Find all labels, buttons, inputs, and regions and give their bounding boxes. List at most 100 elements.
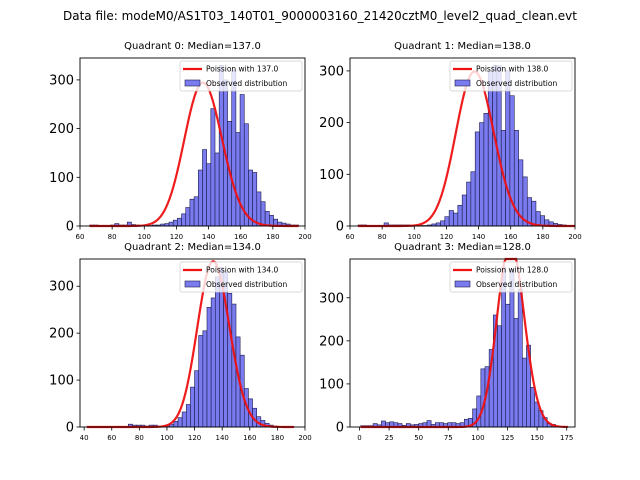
legend-box <box>179 60 303 92</box>
histogram-bar <box>197 169 203 227</box>
y-tick-label: 100 <box>49 171 74 186</box>
legend-patch-observed <box>454 280 471 288</box>
x-tick-label: 200 <box>298 233 311 241</box>
histogram-bar <box>466 181 472 227</box>
x-tick-label: 140 <box>202 233 215 241</box>
histogram-bar <box>206 163 212 227</box>
subplot-title: Quadrant 0: Median=137.0 <box>124 41 261 52</box>
histogram-bar <box>181 411 187 428</box>
histogram-bar <box>509 269 515 428</box>
histogram-bar <box>173 421 179 428</box>
histogram-bar <box>448 210 454 227</box>
subplot-title: Quadrant 1: Median=138.0 <box>394 41 531 52</box>
histogram-bar <box>453 212 459 227</box>
x-tick-label: 200 <box>298 434 311 442</box>
histogram-bar <box>260 201 266 227</box>
x-tick-label: 140 <box>472 233 485 241</box>
histogram-bar <box>476 395 482 428</box>
x-tick-label: 100 <box>408 233 421 241</box>
legend-box <box>449 60 573 92</box>
x-tick-label: 80 <box>378 233 387 241</box>
histogram-bar <box>177 217 182 227</box>
histogram-bar <box>513 318 519 428</box>
histogram-bar <box>505 70 511 227</box>
y-tick-label: 200 <box>49 122 74 137</box>
x-tick-label: 160 <box>243 434 256 442</box>
histogram-bar <box>530 387 536 428</box>
legend-label-observed: Observed distribution <box>476 79 557 88</box>
x-tick-label: 75 <box>444 434 453 442</box>
histogram-bar <box>202 149 207 227</box>
histogram-bar <box>214 276 220 428</box>
histogram-bar <box>185 404 191 428</box>
histogram-bar <box>206 307 212 428</box>
histogram-bar <box>231 69 237 227</box>
histogram-bar <box>252 172 258 227</box>
histogram-bar <box>461 194 467 227</box>
x-tick-label: 180 <box>266 233 279 241</box>
subplot-title: Quadrant 3: Median=128.0 <box>394 242 531 253</box>
histogram-bar <box>531 200 537 227</box>
histogram-bar <box>210 108 216 227</box>
histogram-bar <box>264 211 270 227</box>
axes-frame <box>79 258 306 428</box>
histogram-bar <box>168 221 174 227</box>
x-tick-label: 200 <box>568 233 581 241</box>
y-tick-label: 300 <box>49 280 74 295</box>
histogram-bar <box>505 303 511 428</box>
axes-frame <box>349 57 576 227</box>
y-tick-label: 0 <box>336 220 344 235</box>
legend-label-observed: Observed distribution <box>206 280 287 289</box>
histogram-bar <box>235 132 241 227</box>
histogram-bar <box>497 325 502 428</box>
histogram-bar <box>479 122 485 227</box>
x-tick-label: 140 <box>215 434 228 442</box>
y-tick-label: 200 <box>49 327 74 342</box>
legend-box <box>449 261 573 293</box>
x-tick-label: 100 <box>471 434 484 442</box>
y-tick-label: 200 <box>319 334 344 349</box>
histogram-bar <box>185 207 191 227</box>
histogram-bar <box>193 196 199 227</box>
y-tick-label: 200 <box>319 116 344 131</box>
histogram-bar <box>210 297 216 428</box>
legend-label-observed: Observed distribution <box>206 79 287 88</box>
histogram-bar <box>214 152 220 227</box>
x-tick-label: 180 <box>271 434 284 442</box>
y-tick-label: 300 <box>319 64 344 79</box>
histogram-bar <box>517 288 523 428</box>
histogram-bar <box>470 171 476 227</box>
x-tick-label: 150 <box>530 434 543 442</box>
x-tick-label: 0 <box>357 434 361 442</box>
histogram-bar <box>269 214 274 227</box>
histogram-bar <box>172 219 178 227</box>
x-tick-label: 50 <box>414 434 423 442</box>
histogram-bar <box>435 222 441 227</box>
x-tick-label: 160 <box>234 233 247 241</box>
x-tick-label: 120 <box>440 233 453 241</box>
y-tick-label: 0 <box>66 421 74 436</box>
x-tick-label: 80 <box>108 233 117 241</box>
x-tick-label: 100 <box>160 434 173 442</box>
legend-label-poisson: Poission with 137.0 <box>206 65 279 74</box>
histogram-bar <box>181 213 187 227</box>
subplot-title: Quadrant 2: Median=134.0 <box>124 242 261 253</box>
legend-box <box>179 261 303 293</box>
y-tick-label: 100 <box>49 374 74 389</box>
axes-frame <box>349 258 576 428</box>
histogram-bar <box>189 198 195 227</box>
histogram-bar <box>198 335 204 428</box>
histogram-bar <box>483 113 489 227</box>
y-tick-label: 100 <box>319 377 344 392</box>
x-tick-label: 60 <box>346 233 355 241</box>
histogram-bar <box>177 417 183 428</box>
legend-label-observed: Observed distribution <box>476 280 557 289</box>
subplot-quadrant-2: Quadrant 2: Median=134.0 40 60 80 100 120 140 1… <box>49 242 312 442</box>
x-tick-label: 100 <box>138 233 151 241</box>
x-tick-label: 120 <box>170 233 183 241</box>
histogram-bar <box>487 70 493 227</box>
y-tick-label: 300 <box>319 291 344 306</box>
legend-patch-observed <box>184 79 201 87</box>
figure-suptitle: Data file: modeM0/AS1T03_140T01_90000031… <box>63 9 577 23</box>
histogram-bar <box>444 216 450 227</box>
